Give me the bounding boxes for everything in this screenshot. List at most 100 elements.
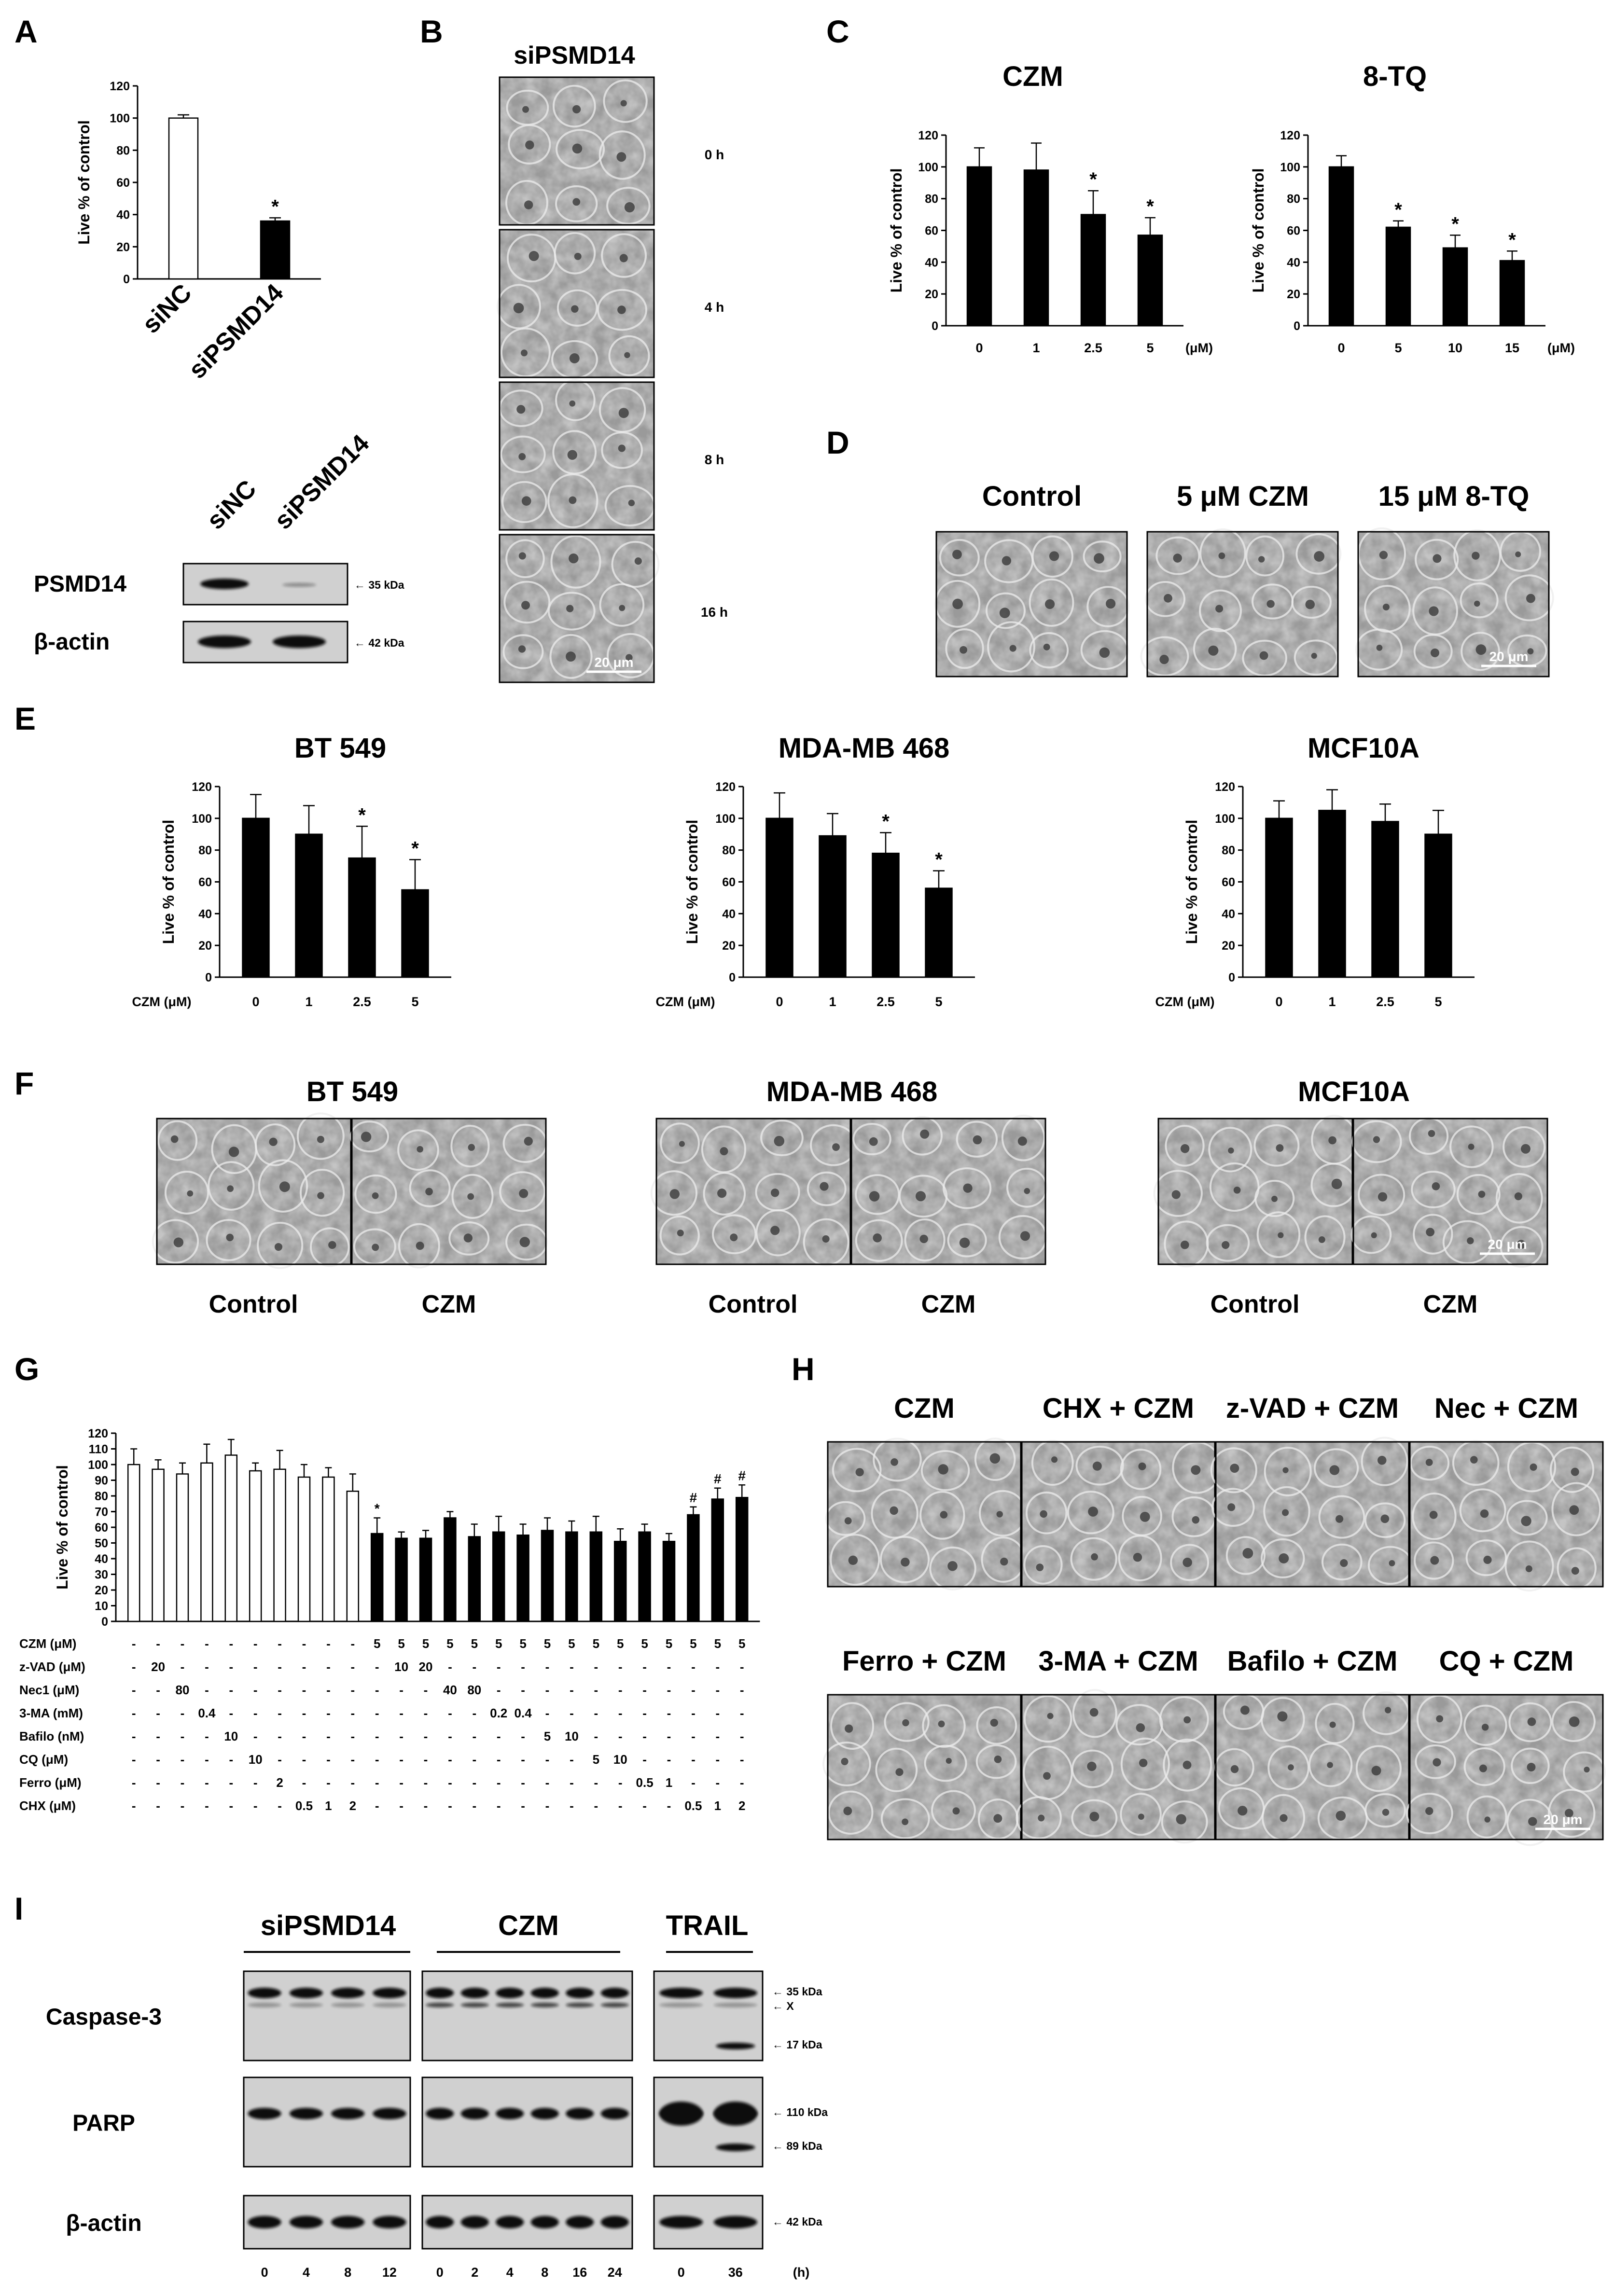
y-tick-label: 40 [925,256,938,269]
cell-nucleus [1038,1814,1045,1822]
table-cell: - [545,1775,550,1790]
chart-title: MDA-MB 468 [779,733,950,764]
cell-outline [500,435,546,473]
micrograph-siPSMD14-2 [499,379,655,531]
cell-outline [1463,1747,1505,1786]
cell-outline [1256,1211,1301,1259]
bar [242,817,270,978]
cell-outline [1211,1488,1255,1527]
cell-outline [1461,632,1500,671]
image-label: 3-MA + CZM [1038,1646,1198,1677]
table-cell: - [448,1706,452,1720]
bar [966,166,992,327]
table-cell: - [691,1729,696,1743]
table-cell: 0.5 [684,1798,702,1813]
y-tick-label: 40 [1287,256,1300,269]
cell-nucleus [516,405,526,414]
cell-nucleus [1047,1713,1054,1719]
cell-nucleus [226,1233,234,1242]
y-tick-label: 120 [110,80,130,93]
bar [765,817,793,978]
cell-outline [1504,1540,1554,1592]
table-cell: - [472,1752,476,1767]
cell-outline [1254,1179,1295,1217]
cell-nucleus [1311,652,1317,659]
cell-outline [606,187,651,225]
cell-outline [1086,586,1129,627]
table-cell: - [521,1729,525,1743]
y-tick-label: 60 [198,876,212,889]
cell-nucleus [919,1234,928,1244]
bar [492,1531,505,1622]
cell-outline [825,1501,866,1536]
table-cell: - [642,1752,647,1767]
cell-nucleus [946,1757,952,1764]
cell-nucleus [1040,1510,1047,1518]
cell-nucleus [895,1768,904,1776]
bar [419,1537,432,1622]
x-tick-label: 5 [935,995,942,1009]
panel-e-chart-2 [1238,786,1475,978]
cell-outline [947,1223,987,1258]
cell-nucleus [841,1757,849,1765]
blot-band [426,2003,454,2007]
cell-outline [1409,1445,1450,1481]
panel-a-chart [133,85,321,280]
cell-nucleus [571,305,579,313]
cell-nucleus [1276,1144,1284,1152]
cell-nucleus [569,353,580,363]
cell-outline [1120,1737,1170,1791]
cell-nucleus [1483,1555,1492,1564]
table-cell: - [181,1729,185,1743]
cell-nucleus [1192,1516,1200,1524]
cell-outline [1557,1547,1597,1590]
cell-outline [919,1491,965,1540]
cell-outline [1083,540,1122,573]
table-cell: - [375,1683,379,1697]
cell-nucleus [844,1517,852,1524]
blot-band [373,2108,406,2119]
table-cell: - [278,1683,282,1697]
blot-frame [421,2076,633,2168]
table-cell: - [302,1660,306,1674]
table-cell: - [642,1660,647,1674]
micrograph-h-1-1 [1016,1689,1216,1844]
cell-outline [1413,634,1453,669]
micrograph-f-czm-2 [1350,1117,1548,1268]
bar [872,853,900,978]
cell-nucleus [634,557,642,565]
table-cell: - [326,1683,331,1697]
cell-nucleus [567,450,577,460]
x-tick-label: 1 [1032,341,1040,355]
time-unit-label: (h) [793,2265,809,2280]
cell-outline [254,1123,296,1166]
cell-nucleus [1180,1144,1190,1153]
cell-nucleus [1183,1716,1191,1724]
table-cell: - [618,1798,623,1813]
significance-mark: * [375,1501,380,1516]
cell-outline [1023,1545,1063,1585]
micrograph-h-1-0 [822,1694,1022,1840]
image-label: Control [982,481,1082,512]
y-tick-label: 100 [110,112,130,125]
bar [200,1462,213,1622]
table-cell: - [715,1683,720,1697]
cell-nucleus [1468,1144,1475,1150]
y-tick-label: 100 [715,812,736,826]
table-cell: - [350,1636,355,1651]
time-label: 0 h [705,147,724,162]
cell-outline [1503,1126,1546,1168]
blot-band [373,2003,406,2007]
table-cell: 5 [471,1636,478,1651]
table-cell: - [448,1752,452,1767]
cell-nucleus [519,1189,529,1198]
table-cell: - [375,1798,379,1813]
table-cell: 20 [419,1660,433,1674]
cell-outline [650,1170,698,1216]
y-tick-label: 0 [123,273,130,286]
x-tick-label: 2.5 [1084,341,1102,355]
x-axis-prefix: CZM (μM) [656,995,715,1009]
table-cell: - [181,1752,185,1767]
blot-2-0 [243,2195,411,2250]
cell-outline [1460,582,1499,619]
